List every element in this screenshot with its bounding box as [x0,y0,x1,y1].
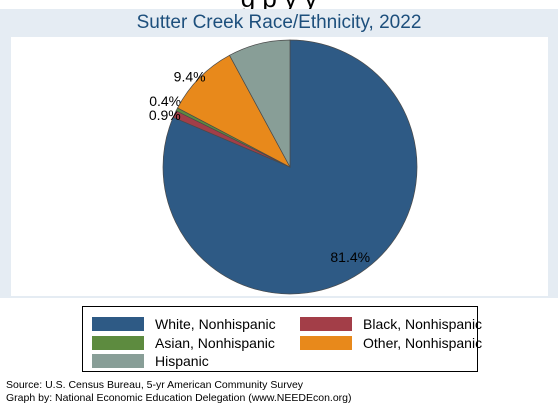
credit-note: Graph by: National Economic Education De… [6,392,352,404]
legend-swatch-white [92,317,144,331]
pie-label-black-nonhispanic: 0.9% [149,107,181,123]
legend-label-white: White, Nonhispanic [155,316,276,332]
legend-item-asian: Asian, Nonhispanic [92,334,275,352]
legend-label-black: Black, Nonhispanic [363,316,483,332]
legend-item-other: Other, Nonhispanic [300,334,482,352]
pie-label-other-nonhispanic: 9.4% [174,68,206,84]
source-note: Source: U.S. Census Bureau, 5-yr America… [6,379,304,391]
legend-item-black: Black, Nonhispanic [300,315,482,333]
legend-item-white: White, Nonhispanic [92,315,276,333]
pie-label-hispanic: 7.9% [238,37,270,40]
legend-swatch-other [300,336,352,350]
legend-label-other: Other, Nonhispanic [363,335,483,351]
legend: White, Nonhispanic Black, Nonhispanic As… [82,306,482,372]
plot-area: 81.4% 0.9%0.4% 9.4% 7.9% [11,37,548,296]
legend-swatch-asian [92,336,144,350]
legend-swatch-black [300,317,352,331]
pie-chart: 81.4% 0.9%0.4% 9.4% 7.9% [149,37,418,295]
legend-label-asian: Asian, Nonhispanic [155,335,275,351]
pie-slice-hispanic [229,39,291,168]
legend-label-hispanic: Hispanic [155,353,209,369]
chart-title: Sutter Creek Race/Ethnicity, 2022 [136,12,422,33]
pie-label-asian-nonhispanic: 0.4% [149,93,181,109]
pie-label-white-nonhispanic: 81.4% [330,249,370,265]
legend-item-hispanic: Hispanic [92,352,209,370]
legend-swatch-hispanic [92,354,144,368]
